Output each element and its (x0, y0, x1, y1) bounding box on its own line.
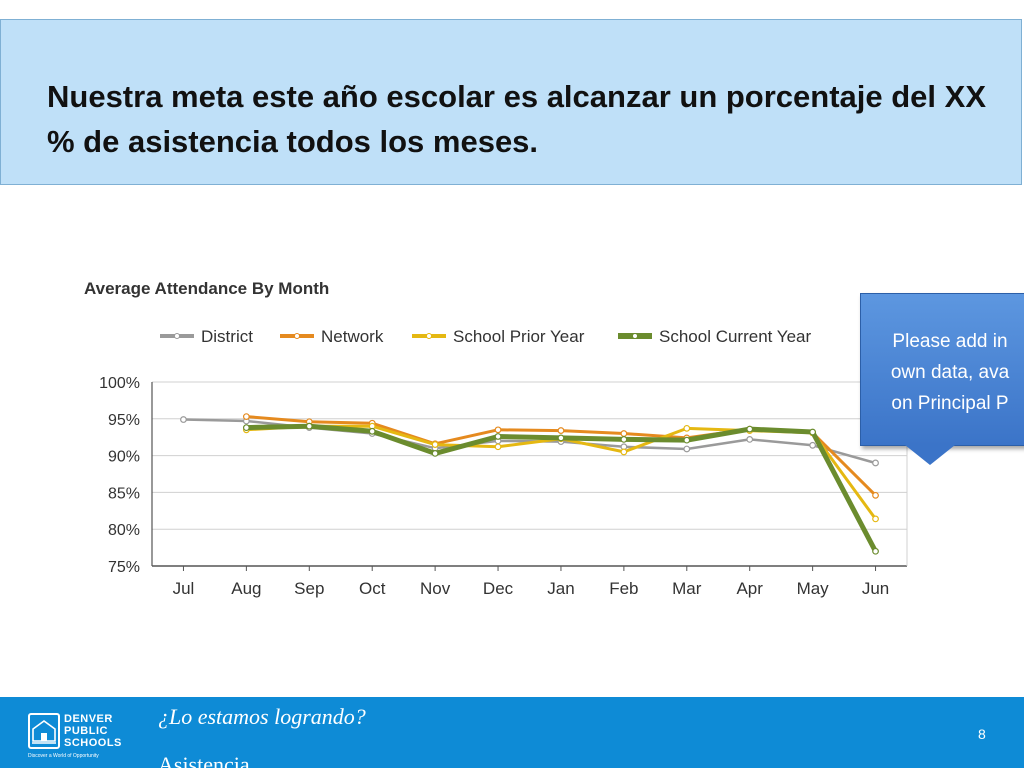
title-box: Nuestra meta este año escolar es alcanza… (0, 19, 1022, 185)
school-building-icon (32, 720, 56, 744)
data-point (494, 426, 502, 434)
y-tick-label: 85% (108, 485, 140, 502)
data-point (242, 413, 250, 420)
data-point (683, 424, 691, 432)
data-point (746, 436, 754, 443)
legend-marker (174, 333, 180, 339)
logo-tagline: Discover a World of Opportunity (28, 753, 99, 759)
x-tick-label: Dec (483, 579, 514, 598)
data-point (305, 422, 313, 430)
data-point (494, 443, 502, 451)
logo-line: SCHOOLS (64, 737, 122, 749)
attendance-chart: Average Attendance By Month 100% 95% 90% 85%… (84, 279, 908, 598)
legend-label: School Prior Year (453, 327, 585, 346)
data-point (872, 459, 879, 467)
slide-title: Nuestra meta este año escolar es alcanza… (47, 79, 987, 159)
legend-marker (632, 333, 638, 339)
data-point (620, 436, 628, 443)
footer-section-title: Asistencia (158, 752, 250, 768)
instruction-callout: Please add in own data, ava on Principal… (860, 293, 1024, 446)
data-point (683, 445, 691, 453)
y-tick-label: 100% (99, 375, 140, 392)
callout-pointer (905, 445, 955, 465)
logo-line: DENVER (64, 713, 113, 725)
data-point (872, 547, 879, 555)
data-point (431, 441, 439, 448)
page-number: 8 (978, 726, 986, 742)
y-tick-label: 75% (108, 559, 140, 576)
data-point (620, 430, 628, 437)
x-tick-label: Jun (862, 579, 889, 598)
legend-marker (294, 333, 300, 339)
footer-bar: DENVER PUBLIC SCHOOLS Discover a World o… (0, 697, 1024, 768)
y-tick-label: 80% (108, 522, 140, 539)
legend-marker (426, 333, 432, 339)
y-tick-label: 90% (108, 449, 140, 466)
data-point (557, 427, 565, 434)
x-tick-label: Oct (359, 579, 386, 598)
x-tick-label: Sep (294, 579, 324, 598)
x-tick-label: Jul (173, 579, 195, 598)
data-point (431, 449, 439, 457)
data-point (872, 491, 879, 499)
callout-line: own data, ava (890, 362, 1010, 383)
chart-title: Average Attendance By Month (84, 279, 329, 298)
data-point (809, 441, 817, 449)
x-tick-label: Aug (231, 579, 261, 598)
x-tick-label: Feb (609, 579, 638, 598)
data-point (872, 515, 879, 523)
dps-logo: DENVER PUBLIC SCHOOLS Discover a World o… (28, 713, 124, 759)
x-tick-label: Jan (547, 579, 574, 598)
chart-plot: Average Attendance By Month 100% 95% 90% 85%… (84, 279, 908, 598)
legend-label: School Current Year (659, 327, 811, 346)
legend-label: District (201, 327, 253, 346)
callout-line: Please add in (892, 331, 1008, 352)
data-point (683, 436, 691, 444)
x-tick-label: Apr (736, 579, 763, 598)
logo-mark-icon (28, 713, 60, 749)
data-point (746, 425, 754, 433)
data-point (368, 427, 376, 435)
data-point (242, 424, 250, 432)
logo-wordmark: DENVER PUBLIC SCHOOLS (64, 713, 122, 749)
footer-subtitle: ¿Lo estamos logrando? (158, 704, 366, 729)
x-tick-label: Mar (672, 579, 702, 598)
data-point (809, 428, 817, 436)
y-tick-label: 95% (108, 412, 140, 429)
x-tick-label: Nov (420, 579, 451, 598)
data-point (557, 434, 565, 442)
callout-text: Please add in own data, ava on Principal… (861, 294, 1024, 419)
legend-label: Network (321, 327, 384, 346)
data-point (620, 448, 628, 456)
logo-line: PUBLIC (64, 725, 108, 737)
x-tick-label: May (797, 579, 830, 598)
data-point (180, 416, 187, 423)
callout-line: on Principal P (891, 393, 1009, 414)
data-point (494, 433, 502, 440)
